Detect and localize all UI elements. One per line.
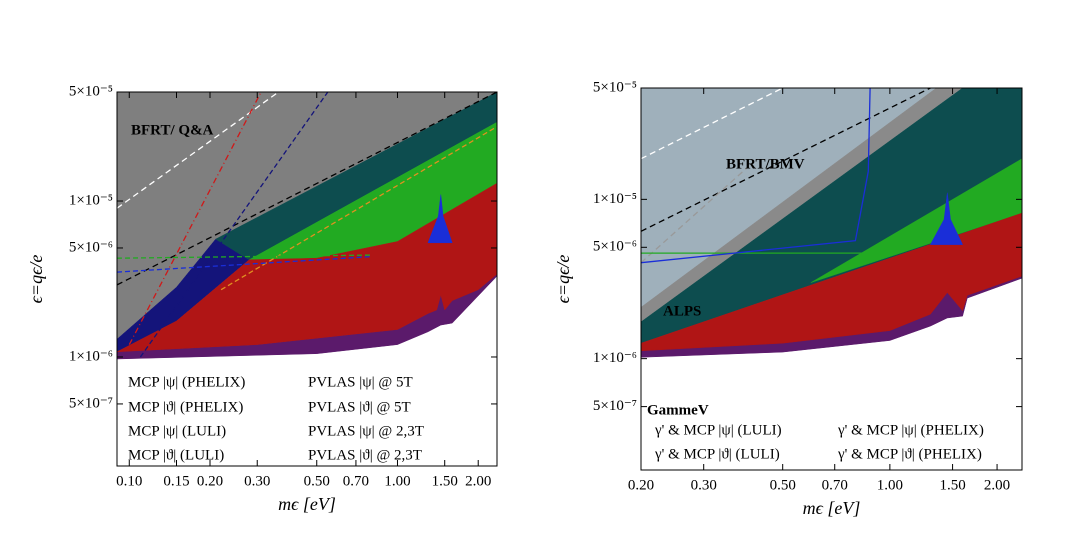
exclusion-region: [929, 192, 963, 245]
legend-entry: MCP |ϑ| (LULI): [128, 447, 224, 463]
x-tick-label: 0.70: [343, 473, 369, 489]
limit-line: [128, 92, 262, 345]
legend-entry: MCP |ψ| (LULI): [128, 423, 226, 439]
legend-entry: γ' & MCP |ϑ| (LULI): [654, 446, 780, 462]
x-tick-label: 0.10: [116, 473, 142, 489]
legend-entry: PVLAS |ϑ| @ 2,3T: [308, 447, 422, 463]
x-tick-label: 2.00: [465, 473, 491, 489]
legend-entry: γ' & MCP |ψ| (LULI): [654, 422, 782, 438]
y-tick-label: 5×10⁻⁶: [593, 239, 637, 255]
x-axis-label: mϵ [eV]: [803, 498, 861, 518]
legend-entry: γ' & MCP |ψ| (PHELIX): [837, 422, 984, 438]
annotation: BFRT/ Q&A: [131, 122, 214, 138]
y-tick-label: 1×10⁻⁶: [69, 348, 113, 364]
limit-line: [641, 166, 749, 264]
legend-entry: MCP |ψ| (PHELIX): [128, 374, 245, 390]
legend-entry: γ' & MCP |ϑ| (PHELIX): [837, 446, 982, 462]
x-tick-label: 1.50: [939, 477, 965, 493]
plot-frame: [116, 91, 498, 467]
y-axis-label: ϵ=qϵ/e: [553, 255, 573, 304]
x-tick-label: 2.00: [984, 477, 1010, 493]
plot-area: [641, 88, 1022, 358]
y-axis-label: ϵ=qϵ/e: [26, 255, 46, 304]
x-tick-label: 1.00: [384, 473, 410, 489]
limit-line: [641, 88, 931, 232]
annotation: BFRT/BMV: [726, 156, 805, 172]
x-tick-label: 0.70: [822, 477, 848, 493]
y-tick-label: 1×10⁻⁵: [593, 191, 637, 207]
exclusion-region: [641, 212, 1022, 352]
x-tick-label: 0.15: [163, 473, 189, 489]
y-tick-label: 5×10⁻⁶: [69, 239, 113, 255]
x-tick-label: 0.20: [197, 473, 223, 489]
exclusion-region: [215, 92, 497, 261]
y-tick-label: 1×10⁻⁶: [593, 350, 637, 366]
limit-line: [641, 88, 871, 264]
y-tick-label: 5×10⁻⁵: [69, 83, 113, 99]
exclusion-region: [427, 194, 453, 244]
limit-line: [139, 92, 329, 358]
legend-entry: MCP |ϑ| (PHELIX): [128, 399, 243, 415]
y-tick-label: 5×10⁻⁵: [593, 79, 637, 95]
exclusion-region: [117, 182, 497, 353]
x-tick-label: 0.30: [691, 477, 717, 493]
plot-area: [117, 92, 497, 360]
limit-line: [641, 88, 783, 160]
x-tick-label: 0.50: [304, 473, 330, 489]
limit-line: [117, 254, 372, 259]
legend-entry: PVLAS |ϑ| @ 5T: [308, 399, 411, 415]
x-axis-label: mϵ [eV]: [278, 494, 336, 514]
limit-line: [117, 255, 372, 273]
limit-line: [220, 126, 497, 291]
x-tick-label: 0.20: [628, 477, 654, 493]
annotation: ALPS: [663, 303, 701, 319]
exclusion-region: [810, 158, 1022, 283]
legend-entry: PVLAS |ψ| @ 5T: [308, 374, 413, 390]
x-tick-label: 1.50: [432, 473, 458, 489]
plot-frame: [640, 87, 1023, 471]
x-tick-label: 0.50: [770, 477, 796, 493]
legend-entry: PVLAS |ψ| @ 2,3T: [308, 423, 424, 439]
annotation: GammeV: [647, 402, 709, 418]
y-tick-label: 1×10⁻⁵: [69, 192, 113, 208]
x-tick-label: 1.00: [877, 477, 903, 493]
limit-line: [117, 92, 497, 286]
y-tick-label: 5×10⁻⁷: [69, 395, 113, 411]
y-tick-label: 5×10⁻⁷: [593, 398, 637, 414]
x-tick-label: 0.30: [244, 473, 270, 489]
